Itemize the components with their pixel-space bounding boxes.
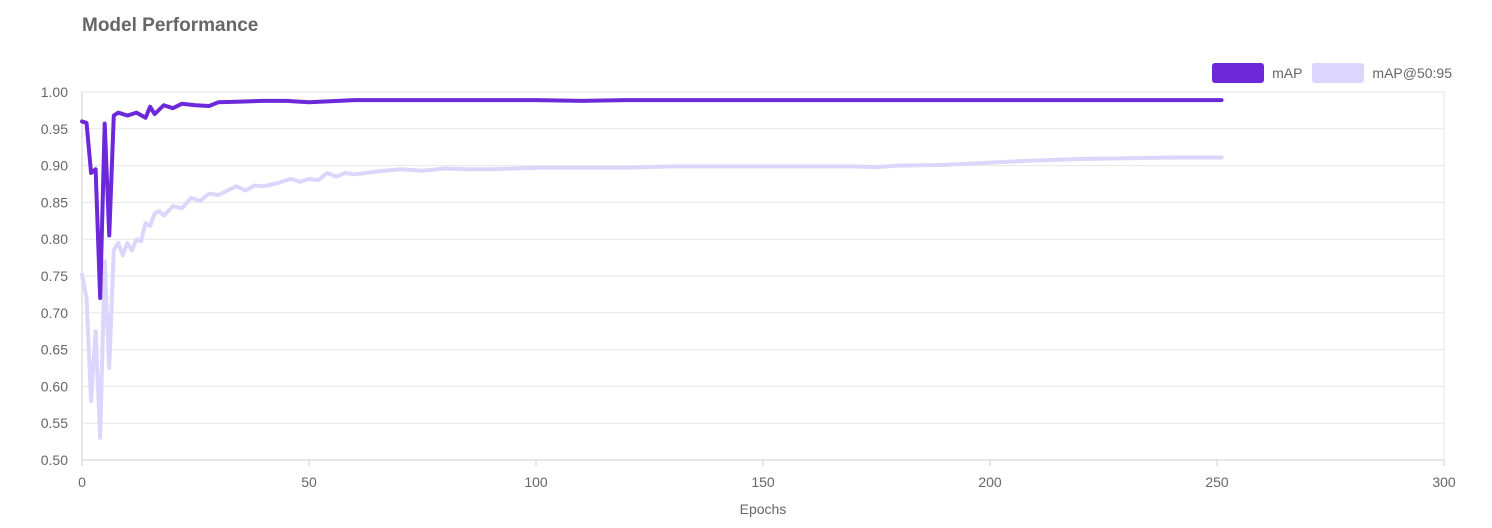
y-tick-label: 0.65 bbox=[41, 342, 68, 358]
legend-swatch-map bbox=[1212, 63, 1265, 83]
y-tick-label: 0.85 bbox=[41, 194, 68, 210]
series-line-map-50-95 bbox=[80, 155, 1224, 440]
legend-item-map-50-95[interactable]: mAP@50:95 bbox=[1312, 63, 1452, 83]
y-tick-label: 0.90 bbox=[41, 158, 68, 174]
y-tick-label: 0.70 bbox=[41, 305, 68, 321]
y-tick-label: 0.95 bbox=[41, 121, 68, 137]
x-tick-label: 250 bbox=[1205, 474, 1229, 490]
y-tick-label: 0.80 bbox=[41, 231, 68, 247]
y-tick-label: 0.75 bbox=[41, 268, 68, 284]
axes: 0.50 0.55 0.60 0.65 0.70 0.75 0.80 0.85 0.90 0.95… bbox=[41, 84, 1456, 490]
series-lines bbox=[80, 98, 1224, 440]
y-tick-label: 0.50 bbox=[41, 452, 68, 468]
x-tick-label: 50 bbox=[301, 474, 317, 490]
legend: mAP mAP@50:95 bbox=[1212, 63, 1452, 83]
legend-label-map-50-95: mAP@50:95 bbox=[1372, 65, 1452, 81]
legend-swatch-map-50-95 bbox=[1312, 63, 1365, 83]
legend-item-map[interactable]: mAP bbox=[1212, 63, 1302, 83]
x-tick-label: 150 bbox=[751, 474, 775, 490]
x-tick-label: 0 bbox=[78, 474, 86, 490]
x-tick-label: 300 bbox=[1432, 474, 1456, 490]
legend-label-map: mAP bbox=[1272, 65, 1303, 81]
x-tick-label: 100 bbox=[524, 474, 548, 490]
y-tick-label: 0.60 bbox=[41, 378, 68, 394]
y-tick-label: 1.00 bbox=[41, 84, 68, 100]
x-axis-title: Epochs bbox=[740, 501, 787, 517]
y-tick-label: 0.55 bbox=[41, 415, 68, 431]
chart-title: Model Performance bbox=[82, 15, 259, 36]
grid bbox=[82, 91, 1445, 461]
x-tick-label: 200 bbox=[978, 474, 1002, 490]
series-line-map bbox=[80, 98, 1224, 301]
